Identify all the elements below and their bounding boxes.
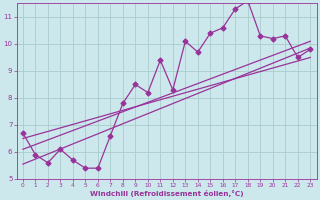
X-axis label: Windchill (Refroidissement éolien,°C): Windchill (Refroidissement éolien,°C): [90, 190, 244, 197]
